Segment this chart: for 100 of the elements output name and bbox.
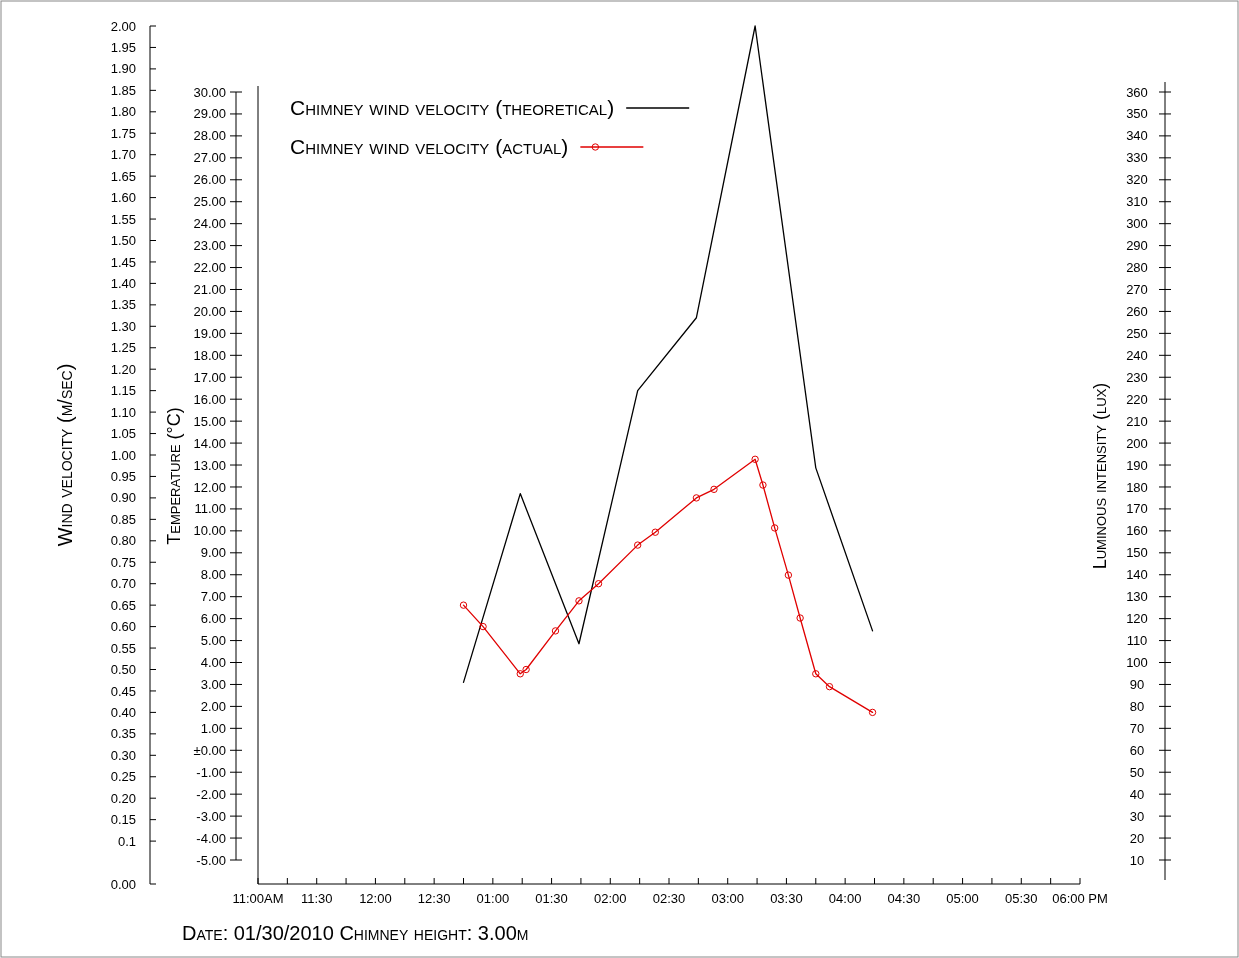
y-tick-label: 1.85 — [110, 82, 136, 98]
y2-tick-label: -4.00 — [196, 830, 226, 846]
y-tick-label: 0.65 — [110, 597, 136, 613]
y2-tick-label: 27.00 — [193, 150, 226, 166]
y3-tick-label: 310 — [1126, 194, 1148, 210]
point — [784, 571, 793, 579]
y3-tick-label: 340 — [1126, 128, 1148, 144]
y-tick-label: 0.35 — [110, 726, 136, 742]
point — [812, 670, 820, 678]
y3-tick-label: 220 — [1126, 391, 1148, 407]
y3-tick-label: 100 — [1126, 655, 1148, 671]
y-tick-label: 0.50 — [110, 662, 136, 678]
y2-tick-label: 2.00 — [200, 698, 226, 714]
y3-tick-label: 290 — [1126, 238, 1148, 254]
y3-tick-label: 50 — [1129, 764, 1145, 780]
y3-tick-label: 240 — [1126, 347, 1148, 363]
x-tick-label: 06:00 PM — [1052, 890, 1108, 906]
y2-tick-label: 24.00 — [193, 216, 226, 232]
y3-tick-label: 330 — [1126, 150, 1148, 166]
text: Date: 01/30/2010 Chimney height: 3.00m — [182, 922, 529, 944]
x-tick-label: 05:00 — [946, 890, 979, 906]
y3-tick-label: 200 — [1126, 435, 1148, 451]
y2-tick-label: 17.00 — [193, 369, 226, 385]
point — [796, 614, 804, 622]
point — [575, 597, 583, 605]
legend-label: Chimney wind velocity (actual) — [290, 135, 569, 159]
y-tick-label: 0.40 — [110, 704, 136, 720]
y3-tick-label: 250 — [1126, 325, 1148, 341]
y-tick-label: 1.40 — [110, 275, 136, 291]
y-tick-label: 1.25 — [110, 340, 136, 356]
y3-tick-label: 70 — [1129, 720, 1145, 736]
y-tick-label: 1.05 — [110, 426, 136, 442]
y-tick-label: 0.80 — [110, 533, 136, 549]
y-tick-label: 1.60 — [110, 190, 136, 206]
y2-tick-label: ±0.00 — [193, 742, 226, 758]
point — [459, 601, 468, 609]
y2-tick-label: -1.00 — [196, 764, 226, 780]
y-tick-label: 1.90 — [110, 61, 136, 77]
point — [594, 580, 603, 588]
y2-tick-label: 4.00 — [200, 655, 226, 671]
x-tick-label: 12:30 — [417, 890, 451, 906]
y3-tick-label: 300 — [1126, 216, 1148, 232]
y-tick-label: 1.20 — [110, 361, 136, 377]
x-tick-label: 01:00 — [476, 890, 510, 906]
y2-tick-label: 26.00 — [193, 172, 226, 188]
y-tick-label: 1.30 — [110, 318, 136, 334]
y-tick-label: 0.25 — [110, 769, 136, 785]
y-tick-label: 1.80 — [110, 104, 136, 120]
y3-tick-label: 360 — [1126, 84, 1148, 100]
y-tick-label: 1.65 — [110, 168, 136, 184]
point — [516, 670, 524, 678]
y3-tick-label: 40 — [1129, 786, 1145, 802]
y2-tick-label: 14.00 — [193, 435, 226, 451]
y2-tick-label: 21.00 — [193, 282, 226, 298]
y-tick-label: 0.75 — [110, 554, 136, 570]
y3-tick-label: 180 — [1126, 479, 1148, 495]
point — [633, 541, 642, 549]
y3-tick-label: 190 — [1126, 457, 1148, 473]
point — [692, 494, 701, 502]
y2-tick-label: 30.00 — [193, 84, 226, 100]
y3-tick-label: 160 — [1126, 523, 1148, 539]
y3-tick-label: 260 — [1126, 303, 1148, 319]
y3-tick-label: 120 — [1126, 611, 1148, 627]
y3-tick-label: 30 — [1129, 808, 1145, 824]
y3-tick-label: 170 — [1126, 501, 1148, 517]
x-tick-label: 03:30 — [770, 890, 803, 906]
x-tick-label: 11:30 — [300, 890, 333, 906]
point — [751, 455, 759, 463]
y2-tick-label: 7.00 — [200, 589, 226, 605]
point — [551, 627, 560, 635]
y2-tick-label: 16.00 — [193, 391, 226, 407]
y3-tick-label: 320 — [1126, 172, 1148, 188]
y3-tick-label: 210 — [1126, 413, 1148, 429]
y2-tick-label: -2.00 — [196, 786, 226, 802]
y2-tick-label: 10.00 — [193, 523, 226, 539]
y2-tick-label: -3.00 — [196, 808, 226, 824]
y3-tick-label: 280 — [1126, 260, 1148, 276]
y2-tick-label: 6.00 — [200, 611, 226, 627]
y3-tick-label: 130 — [1126, 589, 1148, 605]
x-tick-label: 11:00AM — [232, 890, 284, 906]
y-axis-title: Wind velocity (m/sec) — [54, 363, 76, 547]
y-tick-label: 0.70 — [110, 576, 136, 592]
y3-tick-label: 140 — [1126, 567, 1148, 583]
y-tick-label: 1.55 — [110, 211, 136, 227]
y-tick-label: 1.95 — [110, 40, 136, 55]
y3-tick-label: 150 — [1126, 545, 1148, 561]
y2-tick-label: 19.00 — [193, 325, 226, 341]
y2-tick-label: 12.00 — [193, 479, 226, 495]
point — [651, 528, 659, 536]
x-tick-label: 12:00 — [359, 890, 392, 906]
y2-tick-label: 18.00 — [193, 347, 226, 363]
y2-tick-label: 3.00 — [200, 677, 226, 693]
y3-tick-label: 10 — [1129, 852, 1145, 868]
point — [759, 481, 767, 489]
y-tick-label: 0.15 — [110, 812, 136, 828]
x-tick-label: 02:00 — [594, 890, 627, 906]
y3-tick-label: 90 — [1129, 677, 1145, 693]
y2-axis-title: Temperature (°C) — [164, 407, 184, 545]
y-tick-label: 0.20 — [110, 790, 136, 806]
y-tick-label: 2.00 — [110, 18, 136, 34]
